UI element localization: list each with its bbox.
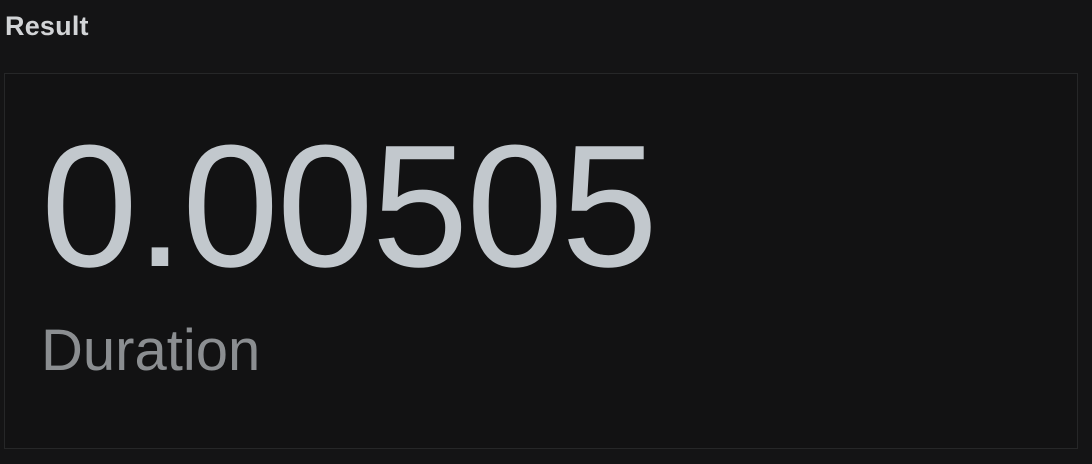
stat-value: 0.00505 bbox=[41, 108, 658, 303]
result-stat-panel: 0.00505 Duration bbox=[4, 73, 1078, 449]
section-title: Result bbox=[5, 11, 89, 41]
stat-label: Duration bbox=[41, 318, 261, 383]
